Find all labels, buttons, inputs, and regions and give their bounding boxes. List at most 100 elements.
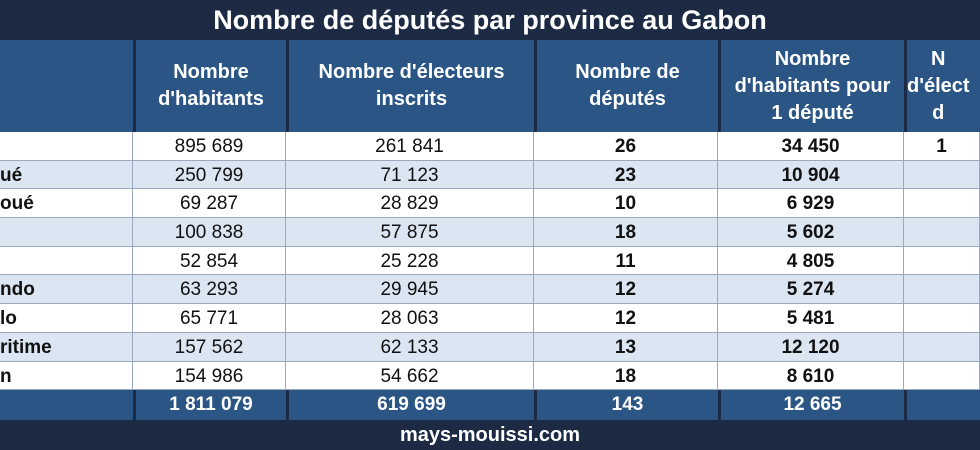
total-habitants: 1 811 079 [169,394,253,415]
header-province [0,40,133,132]
header-habitants: Nombre d'habitants [158,61,264,110]
cell-electeurs: 29 945 [286,275,534,305]
cell-habitants-par-depute: 6 929 [718,189,904,219]
row-divider [0,159,980,161]
cell-extra [904,361,980,391]
row-divider [0,389,980,391]
cell-province [0,132,133,161]
cell-habitants-par-depute: 34 450 [718,132,904,161]
cell-habitants-par-depute: 5 274 [718,275,904,305]
total-divider [904,390,907,420]
cell-habitants-par-depute: 5 481 [718,304,904,333]
cell-province: n [0,361,133,391]
cell-extra [904,275,980,305]
row-divider [0,331,980,333]
row-divider [0,245,980,247]
cell-habitants: 65 771 [133,304,286,333]
header-electeurs-par-depute: N d'élect d [907,47,970,124]
table-row: 52 854 25 228 11 4 805 [0,246,980,276]
cell-deputes: 11 [534,246,718,276]
table-row: lo 65 771 28 063 12 5 481 [0,304,980,333]
header-electeurs: Nombre d'électeurs inscrits [318,61,505,110]
cell-electeurs: 28 063 [286,304,534,333]
page-title: Nombre de députés par province au Gabon [0,0,980,40]
row-divider [0,274,980,276]
cell-electeurs: 71 123 [286,160,534,190]
cell-extra [904,246,980,276]
cell-electeurs: 57 875 [286,218,534,247]
cell-habitants-par-depute: 8 610 [718,361,904,391]
cell-habitants: 63 293 [133,275,286,305]
cell-deputes: 12 [534,304,718,333]
cell-habitants: 69 287 [133,189,286,219]
row-divider [0,360,980,362]
total-label [0,390,133,420]
total-electeurs: 619 699 [377,394,446,415]
cell-habitants-par-depute: 10 904 [718,160,904,190]
table-row: 895 689 261 841 26 34 450 1 [0,132,980,161]
header-divider [286,40,289,132]
total-divider [133,390,136,420]
cell-habitants: 895 689 [133,132,286,161]
cell-electeurs: 28 829 [286,189,534,219]
cell-habitants: 100 838 [133,218,286,247]
cell-extra [904,160,980,190]
total-row: 1 811 079 619 699 143 12 665 [0,390,980,420]
table-row: ndo 63 293 29 945 12 5 274 [0,275,980,305]
cell-province: ritime [0,332,133,362]
table-header: Nombre d'habitants Nombre d'électeurs in… [0,40,980,132]
total-deputes: 143 [611,394,644,415]
total-divider [286,390,289,420]
total-extra [907,390,980,420]
cell-habitants: 157 562 [133,332,286,362]
cell-electeurs: 54 662 [286,361,534,391]
cell-deputes: 23 [534,160,718,190]
header-divider [534,40,537,132]
header-divider [904,40,907,132]
cell-habitants: 250 799 [133,160,286,190]
table-row: n 154 986 54 662 18 8 610 [0,361,980,391]
cell-province: ué [0,160,133,190]
cell-electeurs: 25 228 [286,246,534,276]
cell-electeurs: 62 133 [286,332,534,362]
header-divider [133,40,136,132]
total-habitants-par-depute: 12 665 [783,394,842,415]
cell-deputes: 18 [534,218,718,247]
cell-habitants-par-depute: 12 120 [718,332,904,362]
row-divider [0,303,980,305]
cell-province: ndo [0,275,133,305]
total-divider [718,390,721,420]
table-row: ué 250 799 71 123 23 10 904 [0,160,980,190]
cell-extra [904,218,980,247]
cell-province [0,246,133,276]
row-divider [0,217,980,219]
cell-electeurs: 261 841 [286,132,534,161]
cell-extra [904,189,980,219]
cell-habitants: 154 986 [133,361,286,391]
table-body: 895 689 261 841 26 34 450 1 ué 250 799 71 123 23… [0,132,980,391]
cell-deputes: 26 [534,132,718,161]
cell-province: lo [0,304,133,333]
cell-extra [904,304,980,333]
cell-habitants: 52 854 [133,246,286,276]
cell-deputes: 12 [534,275,718,305]
row-divider [0,188,980,190]
table-row: ritime 157 562 62 133 13 12 120 [0,332,980,362]
header-deputes: Nombre de députés [575,61,680,110]
table-row: oué 69 287 28 829 10 6 929 [0,189,980,219]
cell-extra [904,332,980,362]
source-credit: mays-mouissi.com [0,420,980,450]
cell-deputes: 18 [534,361,718,391]
cell-deputes: 10 [534,189,718,219]
cell-province [0,218,133,247]
cell-extra: 1 [904,132,980,161]
header-habitants-par-depute: Nombre d'habitants pour 1 député [734,47,891,124]
total-divider [534,390,537,420]
cell-habitants-par-depute: 4 805 [718,246,904,276]
table-row: 100 838 57 875 18 5 602 [0,218,980,247]
cell-deputes: 13 [534,332,718,362]
cell-habitants-par-depute: 5 602 [718,218,904,247]
header-divider [718,40,721,132]
cell-province: oué [0,189,133,219]
